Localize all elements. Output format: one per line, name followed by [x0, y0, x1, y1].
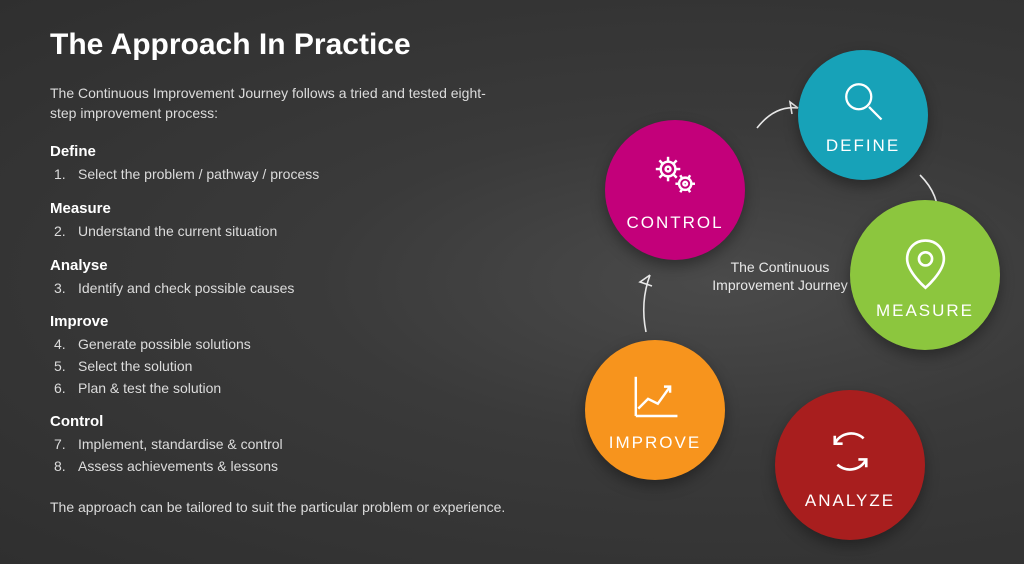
intro-text: The Continuous Improvement Journey follo…: [50, 84, 510, 123]
node-define: DEFINE: [798, 50, 928, 180]
outro-text: The approach can be tailored to suit the…: [50, 498, 510, 518]
chart-icon: [626, 367, 685, 426]
diagram-center-caption: The Continuous Improvement Journey: [695, 258, 865, 294]
cycle-diagram: The Continuous Improvement Journey DEFIN…: [520, 20, 1020, 550]
sections-list: Define 1.Select the problem / pathway / p…: [50, 143, 510, 478]
node-measure: MEASURE: [850, 200, 1000, 350]
section-head: Improve: [50, 313, 510, 330]
node-label: IMPROVE: [609, 433, 701, 453]
node-analyze: ANALYZE: [775, 390, 925, 540]
step-item: 3.Identify and check possible causes: [50, 278, 510, 300]
step-item: 2.Understand the current situation: [50, 221, 510, 243]
step-item: 4.Generate possible solutions: [50, 334, 510, 356]
center-line-2: Improvement Journey: [712, 277, 847, 293]
step-item: 5.Select the solution: [50, 356, 510, 378]
step-item: 1.Select the problem / pathway / process: [50, 164, 510, 186]
center-line-1: The Continuous: [731, 259, 830, 275]
node-label: ANALYZE: [805, 491, 895, 511]
section-head: Define: [50, 143, 510, 160]
magnifier-icon: [836, 74, 891, 129]
gears-icon: [646, 147, 705, 206]
cycle-icon: [819, 420, 882, 483]
node-label: CONTROL: [626, 213, 723, 233]
step-item: 6.Plan & test the solution: [50, 378, 510, 400]
node-improve: IMPROVE: [585, 340, 725, 480]
node-label: MEASURE: [876, 301, 974, 321]
step-item: 7.Implement, standardise & control: [50, 434, 510, 456]
node-label: DEFINE: [826, 136, 900, 156]
section-head: Analyse: [50, 257, 510, 274]
step-item: 8.Assess achievements & lessons: [50, 456, 510, 478]
page-title: The Approach In Practice: [50, 28, 510, 62]
section-head: Control: [50, 413, 510, 430]
pin-icon: [894, 230, 957, 293]
section-head: Measure: [50, 200, 510, 217]
node-control: CONTROL: [605, 120, 745, 260]
